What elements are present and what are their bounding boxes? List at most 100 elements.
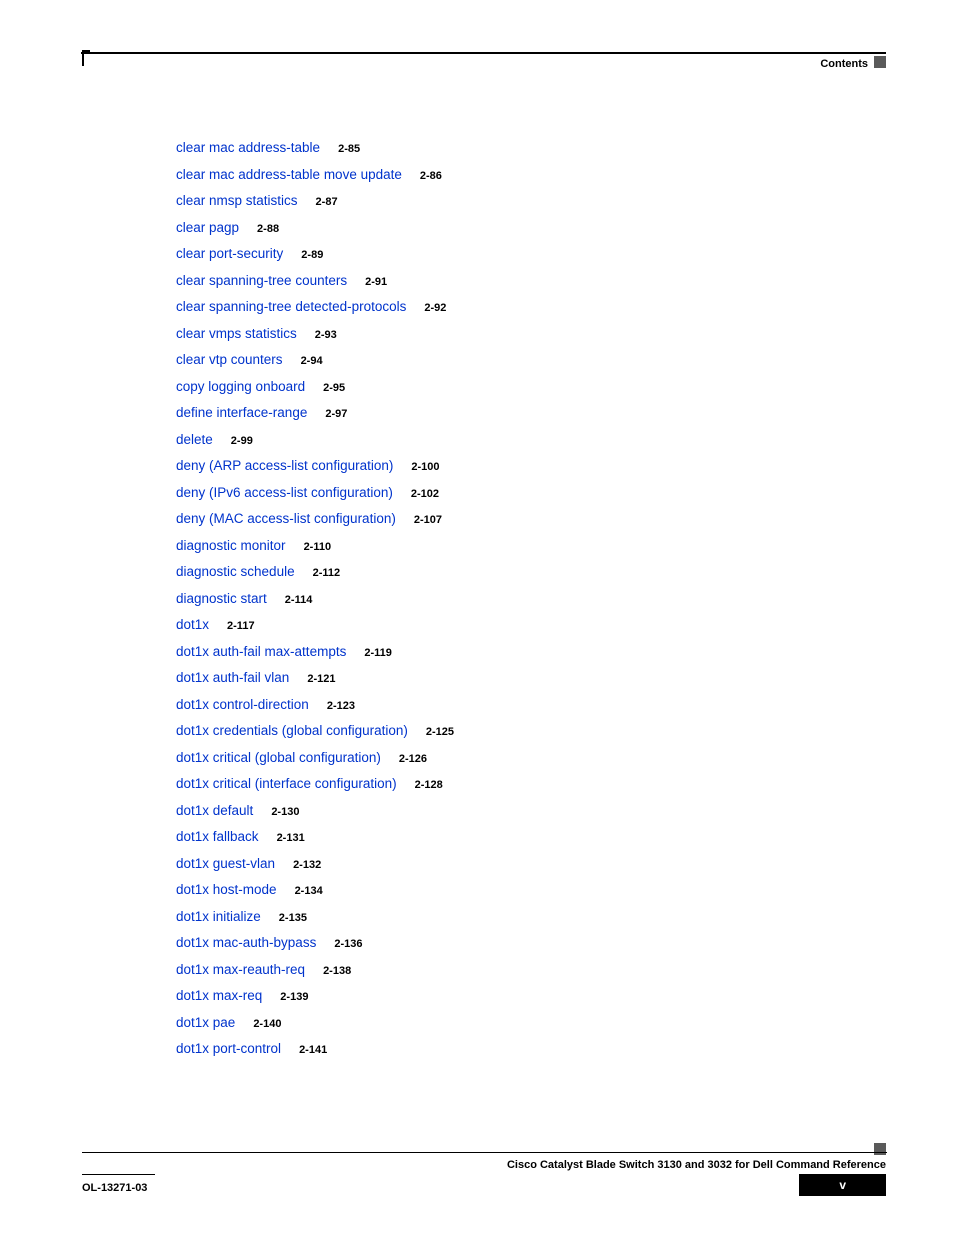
- toc-page-ref: 2-93: [315, 329, 337, 341]
- toc-link[interactable]: dot1x initialize: [176, 909, 261, 924]
- toc-link[interactable]: clear vtp counters: [176, 352, 283, 367]
- toc-page-ref: 2-92: [424, 302, 446, 314]
- toc-entry: dot1x2-117: [176, 617, 454, 632]
- toc-page-ref: 2-86: [420, 170, 442, 182]
- toc-link[interactable]: dot1x port-control: [176, 1041, 281, 1056]
- toc-entry: dot1x critical (global configuration) 2-1…: [176, 750, 454, 765]
- toc-page-ref: 2-125: [426, 726, 454, 738]
- toc-page-ref: 2-85: [338, 143, 360, 155]
- toc-page-ref: 2-107: [414, 514, 442, 526]
- toc-entry: clear vmps statistics 2-93: [176, 326, 454, 341]
- footer-marker-icon: [874, 1143, 886, 1155]
- toc-page-ref: 2-99: [231, 435, 253, 447]
- toc-page-ref: 2-112: [313, 567, 341, 579]
- footer-title: Cisco Catalyst Blade Switch 3130 and 303…: [507, 1159, 886, 1171]
- toc-link[interactable]: dot1x max-reauth-req: [176, 962, 305, 977]
- toc-entries: clear mac address-table2-85clear mac add…: [176, 140, 454, 1068]
- toc-link[interactable]: diagnostic schedule: [176, 564, 295, 579]
- toc-page-ref: 2-141: [299, 1044, 327, 1056]
- toc-entry: clear pagp 2-88: [176, 220, 454, 235]
- toc-link[interactable]: clear mac address-table: [176, 140, 320, 155]
- toc-link[interactable]: dot1x auth-fail max-attempts: [176, 644, 346, 659]
- toc-page-ref: 2-132: [293, 859, 321, 871]
- toc-entry: diagnostic monitor 2-110: [176, 538, 454, 553]
- footer-doc-id: OL-13271-03: [82, 1182, 147, 1194]
- toc-link[interactable]: dot1x auth-fail vlan: [176, 670, 289, 685]
- toc-link[interactable]: copy logging onboard: [176, 379, 305, 394]
- toc-entry: dot1x max-reauth-req 2-138: [176, 962, 454, 977]
- toc-link[interactable]: clear vmps statistics: [176, 326, 297, 341]
- toc-link[interactable]: clear spanning-tree detected-protocols: [176, 299, 406, 314]
- toc-page-ref: 2-91: [365, 276, 387, 288]
- toc-entry: dot1x max-req2-139: [176, 988, 454, 1003]
- toc-entry: diagnostic schedule 2-112: [176, 564, 454, 579]
- toc-page-ref: 2-126: [399, 753, 427, 765]
- toc-link[interactable]: dot1x default: [176, 803, 253, 818]
- toc-link[interactable]: dot1x control-direction: [176, 697, 309, 712]
- toc-entry: deny (ARP access-list configuration) 2-10…: [176, 458, 454, 473]
- toc-link[interactable]: deny (MAC access-list configuration): [176, 511, 396, 526]
- toc-page-ref: 2-89: [301, 249, 323, 261]
- toc-link[interactable]: diagnostic start: [176, 591, 267, 606]
- toc-link[interactable]: dot1x: [176, 617, 209, 632]
- toc-entry: copy logging onboard2-95: [176, 379, 454, 394]
- toc-page-ref: 2-131: [277, 832, 305, 844]
- toc-link[interactable]: clear mac address-table move update: [176, 167, 402, 182]
- toc-entry: deny (IPv6 access-list configuration)2-1…: [176, 485, 454, 500]
- toc-link[interactable]: deny (ARP access-list configuration): [176, 458, 393, 473]
- toc-page-ref: 2-119: [364, 647, 392, 659]
- toc-link[interactable]: deny (IPv6 access-list configuration): [176, 485, 393, 500]
- toc-entry: dot1x fallback 2-131: [176, 829, 454, 844]
- toc-link[interactable]: dot1x guest-vlan: [176, 856, 275, 871]
- toc-entry: clear mac address-table 2-85: [176, 140, 454, 155]
- header-marker-icon: [874, 56, 886, 68]
- toc-entry: dot1x auth-fail vlan 2-121: [176, 670, 454, 685]
- toc-page-ref: 2-128: [415, 779, 443, 791]
- toc-page-ref: 2-123: [327, 700, 355, 712]
- toc-link[interactable]: dot1x critical (global configuration): [176, 750, 381, 765]
- header-label: Contents: [820, 58, 868, 70]
- toc-entry: clear vtp counters 2-94: [176, 352, 454, 367]
- toc-entry: dot1x mac-auth-bypass 2-136: [176, 935, 454, 950]
- toc-page-ref: 2-87: [316, 196, 338, 208]
- toc-entry: clear port-security 2-89: [176, 246, 454, 261]
- toc-entry: dot1x critical (interface configuration)…: [176, 776, 454, 791]
- toc-link[interactable]: dot1x mac-auth-bypass: [176, 935, 316, 950]
- toc-link[interactable]: dot1x critical (interface configuration): [176, 776, 397, 791]
- toc-entry: dot1x credentials (global configuration)…: [176, 723, 454, 738]
- footer-divider: [82, 1152, 887, 1153]
- toc-link[interactable]: clear pagp: [176, 220, 239, 235]
- toc-page-ref: 2-121: [307, 673, 335, 685]
- toc-entry: delete 2-99: [176, 432, 454, 447]
- toc-link[interactable]: define interface-range: [176, 405, 307, 420]
- toc-link[interactable]: clear nmsp statistics: [176, 193, 298, 208]
- toc-link[interactable]: dot1x host-mode: [176, 882, 277, 897]
- toc-entry: dot1x initialize 2-135: [176, 909, 454, 924]
- footer-doc-id-box: OL-13271-03: [82, 1174, 155, 1196]
- toc-entry: dot1x port-control 2-141: [176, 1041, 454, 1056]
- toc-page-ref: 2-110: [304, 541, 332, 553]
- toc-entry: clear spanning-tree counters 2-91: [176, 273, 454, 288]
- toc-page-ref: 2-88: [257, 223, 279, 235]
- toc-page-ref: 2-138: [323, 965, 351, 977]
- toc-entry: dot1x pae 2-140: [176, 1015, 454, 1030]
- toc-link[interactable]: dot1x fallback: [176, 829, 259, 844]
- toc-link[interactable]: clear spanning-tree counters: [176, 273, 347, 288]
- toc-page-ref: 2-135: [279, 912, 307, 924]
- toc-link[interactable]: dot1x pae: [176, 1015, 235, 1030]
- toc-link[interactable]: dot1x max-req: [176, 988, 262, 1003]
- toc-link[interactable]: dot1x credentials (global configuration): [176, 723, 408, 738]
- toc-page-ref: 2-140: [253, 1018, 281, 1030]
- toc-entry: clear mac address-table move update 2-86: [176, 167, 454, 182]
- toc-link[interactable]: delete: [176, 432, 213, 447]
- toc-page-ref: 2-130: [271, 806, 299, 818]
- toc-page-ref: 2-97: [325, 408, 347, 420]
- toc-entry: define interface-range 2-97: [176, 405, 454, 420]
- toc-page-ref: 2-94: [301, 355, 323, 367]
- toc-link[interactable]: clear port-security: [176, 246, 283, 261]
- toc-page-ref: 2-136: [334, 938, 362, 950]
- header-divider: [81, 52, 886, 54]
- toc-link[interactable]: diagnostic monitor: [176, 538, 286, 553]
- toc-entry: dot1x guest-vlan 2-132: [176, 856, 454, 871]
- toc-page-ref: 2-100: [411, 461, 439, 473]
